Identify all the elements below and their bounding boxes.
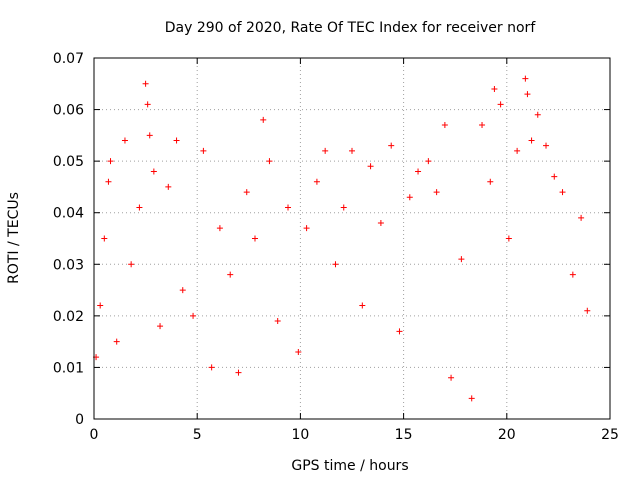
data-point	[274, 318, 281, 325]
data-point	[107, 158, 114, 165]
data-point	[150, 168, 157, 175]
y-tick-label: 0.04	[53, 206, 84, 222]
data-point	[285, 204, 292, 211]
chart-title: Day 290 of 2020, Rate Of TEC Index for r…	[165, 20, 537, 36]
axis-ticks: 0 5 10 15 20 25 0 0.01 0.02 0.03 0.04 0.05 0.06 0.07	[53, 51, 619, 443]
data-point	[514, 147, 521, 154]
y-tick-label: 0.07	[53, 51, 84, 67]
data-point	[144, 101, 151, 108]
data-point	[190, 312, 197, 319]
data-point	[479, 122, 486, 129]
x-tick-label: 15	[395, 427, 413, 443]
series-points	[93, 75, 591, 402]
x-tick-label: 5	[193, 427, 202, 443]
data-point	[97, 302, 104, 309]
data-point	[441, 122, 448, 129]
data-point	[425, 158, 432, 165]
data-point	[303, 225, 310, 232]
y-tick-label: 0.06	[53, 103, 84, 119]
data-point	[165, 183, 172, 190]
data-point	[235, 369, 242, 376]
plot-frame	[93, 57, 611, 420]
data-point	[534, 111, 541, 118]
data-point	[146, 132, 153, 139]
data-point	[406, 194, 413, 201]
data-point	[367, 163, 374, 170]
data-point	[487, 178, 494, 185]
data-point	[243, 189, 250, 196]
data-point	[322, 147, 329, 154]
y-tick-label: 0.05	[53, 154, 84, 170]
data-point	[551, 173, 558, 180]
data-point	[396, 328, 403, 335]
data-point	[179, 287, 186, 294]
data-point	[433, 189, 440, 196]
y-axis-label: ROTI / TECUs	[6, 192, 22, 284]
data-point	[559, 189, 566, 196]
y-tick-label: 0	[75, 412, 84, 428]
x-axis-label: GPS time / hours	[291, 458, 408, 474]
data-point	[584, 307, 591, 314]
data-point	[505, 235, 512, 242]
data-point	[359, 302, 366, 309]
x-tick-label: 10	[291, 427, 309, 443]
data-point	[543, 142, 550, 149]
data-point	[227, 271, 234, 278]
data-point	[415, 168, 422, 175]
x-tick-label: 25	[601, 427, 619, 443]
y-tick-label: 0.02	[53, 309, 84, 325]
y-tick-label: 0.01	[53, 360, 84, 376]
data-point	[266, 158, 273, 165]
data-point	[332, 261, 339, 268]
data-point	[524, 91, 531, 98]
data-point	[340, 204, 347, 211]
data-points	[93, 75, 591, 402]
data-point	[468, 395, 475, 402]
data-point	[522, 75, 529, 82]
data-point	[105, 178, 112, 185]
data-point	[208, 364, 215, 371]
data-point	[569, 271, 576, 278]
y-tick-label: 0.03	[53, 257, 84, 273]
data-point	[101, 235, 108, 242]
data-point	[491, 85, 498, 92]
x-tick-label: 20	[498, 427, 516, 443]
data-point	[448, 374, 455, 381]
data-point	[128, 261, 135, 268]
data-point	[200, 147, 207, 154]
data-point	[458, 256, 465, 263]
data-point	[136, 204, 143, 211]
data-point	[251, 235, 258, 242]
data-point	[578, 214, 585, 221]
data-point	[173, 137, 180, 144]
data-point	[121, 137, 128, 144]
data-point	[497, 101, 504, 108]
data-point	[216, 225, 223, 232]
data-point	[113, 338, 120, 345]
data-point	[528, 137, 535, 144]
data-point	[295, 348, 302, 355]
data-point	[349, 147, 355, 154]
data-point	[377, 220, 384, 227]
data-point	[157, 323, 164, 330]
data-point	[142, 80, 149, 87]
data-point	[388, 142, 395, 149]
data-point	[313, 178, 320, 185]
data-point	[260, 116, 267, 123]
x-tick-label: 0	[90, 427, 99, 443]
